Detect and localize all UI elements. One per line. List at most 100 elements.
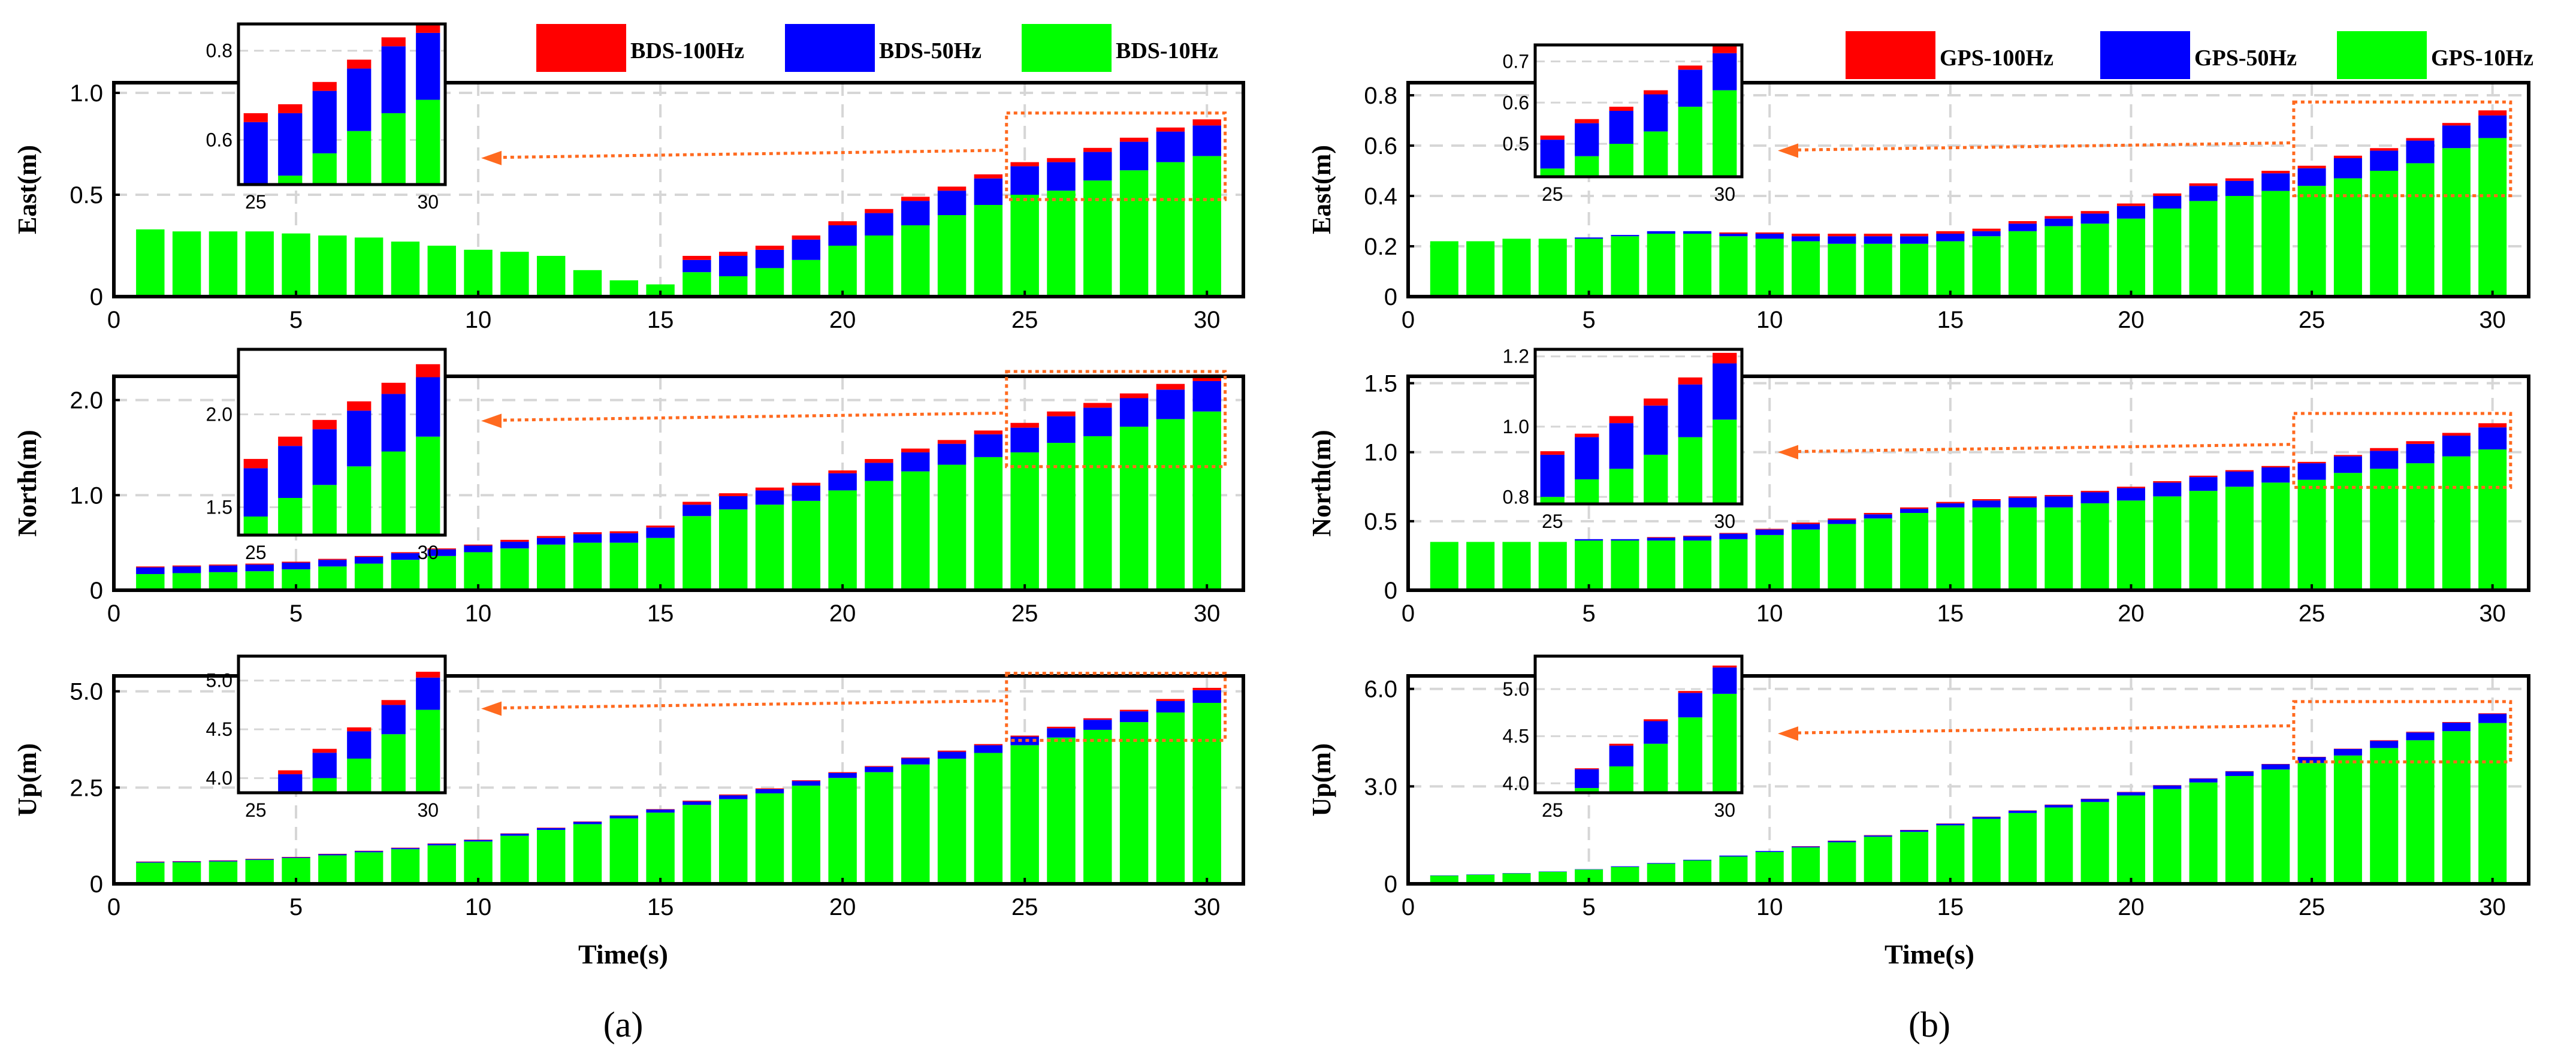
y-tick-label: 1.5 <box>1364 371 1397 397</box>
x-tick-label: 10 <box>465 600 492 627</box>
bar-hz50-t20 <box>2116 488 2145 501</box>
bar-hz10-t6 <box>1611 236 1639 297</box>
plot-frame <box>1406 81 2530 298</box>
x-tick-label: 5 <box>289 894 303 920</box>
inset-x-tick-label: 25 <box>245 191 267 213</box>
bar-hz100-t30 <box>1192 687 1221 690</box>
bar-hz100-t3 <box>209 564 238 566</box>
inset-bar-hz100-t25 <box>1540 451 1565 455</box>
inset-bar-hz50-t27 <box>312 753 337 778</box>
inset-bar-hz100-t29 <box>381 37 406 47</box>
inset-bar-hz10-t30 <box>416 99 440 185</box>
inset-bar-hz10-t27 <box>1609 144 1633 177</box>
bar-hz10-t23 <box>937 759 967 884</box>
bar-hz10-t8 <box>1683 234 1712 297</box>
bar-hz10-t3 <box>209 231 238 297</box>
bar-hz10-t21 <box>2153 789 2182 884</box>
bar-hz50-t27 <box>1083 152 1112 181</box>
inset-bar-hz50-t28 <box>1644 721 1668 744</box>
bar-hz100-t21 <box>865 209 893 213</box>
bar-hz100-t27 <box>2370 448 2399 451</box>
bar-hz50-t23 <box>937 443 967 465</box>
bar-hz100-t10 <box>1755 529 1784 530</box>
bar-hz50-t10 <box>464 839 493 842</box>
bar-hz100-t11 <box>1792 523 1820 524</box>
x-tick-label: 25 <box>1011 894 1038 920</box>
bar-hz100-t18 <box>755 487 784 491</box>
inset-bar-hz100-t27 <box>312 419 337 430</box>
y-tick-label: 2.0 <box>70 388 103 414</box>
bar-hz100-t30 <box>1192 119 1221 126</box>
inset-bar-hz10-t27 <box>312 485 337 535</box>
bar-hz50-t17 <box>2008 224 2037 231</box>
inset-y-tick-label: 1.2 <box>1503 346 1529 367</box>
x-tick-label: 20 <box>2118 600 2145 627</box>
bar-hz50-t16 <box>682 801 711 805</box>
bar-hz10-t17 <box>718 509 748 590</box>
inset-bar-hz100-t29 <box>1678 65 1702 70</box>
x-tick-label: 15 <box>647 894 674 920</box>
bar-hz50-t8 <box>391 848 420 850</box>
bar-hz10-t5 <box>1575 869 1603 884</box>
bar-hz50-t27 <box>2370 150 2399 171</box>
bar-hz50-t7 <box>1647 537 1675 541</box>
bar-hz50-t13 <box>573 822 602 825</box>
bar-hz10-t21 <box>865 772 893 884</box>
bar-hz10-t26 <box>2333 178 2362 297</box>
bar-hz10-t1 <box>136 574 165 590</box>
inset-bar-hz10-t28 <box>1644 744 1668 793</box>
bar-hz10-t11 <box>1792 847 1820 884</box>
bar-hz10-t13 <box>1864 243 1892 297</box>
bar-hz10-t17 <box>718 799 748 884</box>
panel-a-northm: 0 5 10 15 20 25 30 0 1.0 2.0 North(m) 1.5 2.0 25 30 <box>13 348 1245 627</box>
bar-hz100-t15 <box>1936 502 1965 503</box>
bar-hz10-t6 <box>1611 866 1639 884</box>
x-axis-label-b: Time(s) <box>1885 939 1974 970</box>
zoom-box <box>1005 370 1227 469</box>
bar-hz100-t16 <box>682 256 711 260</box>
bar-hz50-t9 <box>1719 533 1748 539</box>
bar-hz10-t26 <box>2333 755 2362 884</box>
inset-bar-hz100-t28 <box>1644 719 1668 721</box>
inset-y-tick-label: 0.6 <box>206 129 232 151</box>
bar-hz50-t14 <box>1899 830 1929 832</box>
bar-hz100-t27 <box>1083 403 1112 408</box>
x-tick-label: 15 <box>1937 600 1964 627</box>
x-tick-label: 0 <box>107 307 120 333</box>
bar-hz10-t25 <box>1010 195 1039 297</box>
bar-hz10-t30 <box>1192 702 1221 884</box>
inset-y-tick-label: 0.7 <box>1503 51 1529 73</box>
x-tick-label: 20 <box>2118 894 2145 920</box>
bar-hz10-t21 <box>865 481 893 590</box>
inset-bar-hz100-t29 <box>381 700 406 705</box>
plot-frame <box>1406 375 2530 592</box>
inset-bar-hz10-t29 <box>1678 437 1702 504</box>
bar-hz10-t24 <box>974 205 1003 297</box>
x-tick-label: 5 <box>1582 307 1595 333</box>
bar-hz10-t21 <box>865 235 893 297</box>
bar-hz50-t24 <box>974 178 1003 205</box>
bar-hz50-t25 <box>2297 757 2326 763</box>
y-tick-label: 6.0 <box>1364 677 1397 703</box>
bar-hz10-t7 <box>1647 863 1675 884</box>
bar-hz100-t11 <box>1792 234 1820 237</box>
bar-hz100-t21 <box>2153 785 2182 786</box>
y-axis-label: Up(m) <box>1307 743 1336 816</box>
bar-hz100-t10 <box>464 839 493 840</box>
y-tick-label: 0 <box>1384 284 1397 310</box>
bar-hz50-t20 <box>828 772 857 778</box>
x-axis-label-a: Time(s) <box>578 939 668 970</box>
bar-hz50-t5 <box>282 562 310 570</box>
x-tick-label: 5 <box>1582 600 1595 627</box>
bar-hz100-t23 <box>2225 771 2254 772</box>
bar-hz50-t7 <box>354 851 383 853</box>
bar-hz100-t15 <box>1936 823 1965 824</box>
bar-hz50-t25 <box>2297 168 2326 186</box>
bar-hz100-t9 <box>1719 232 1748 234</box>
bar-hz50-t12 <box>1828 520 1856 524</box>
inset-bar-hz50-t27 <box>312 429 337 485</box>
x-tick-label: 30 <box>2479 600 2506 627</box>
bar-hz10-t20 <box>2116 795 2145 884</box>
bar-hz10-t3 <box>1502 542 1531 590</box>
bar-hz50-t27 <box>1083 720 1112 730</box>
